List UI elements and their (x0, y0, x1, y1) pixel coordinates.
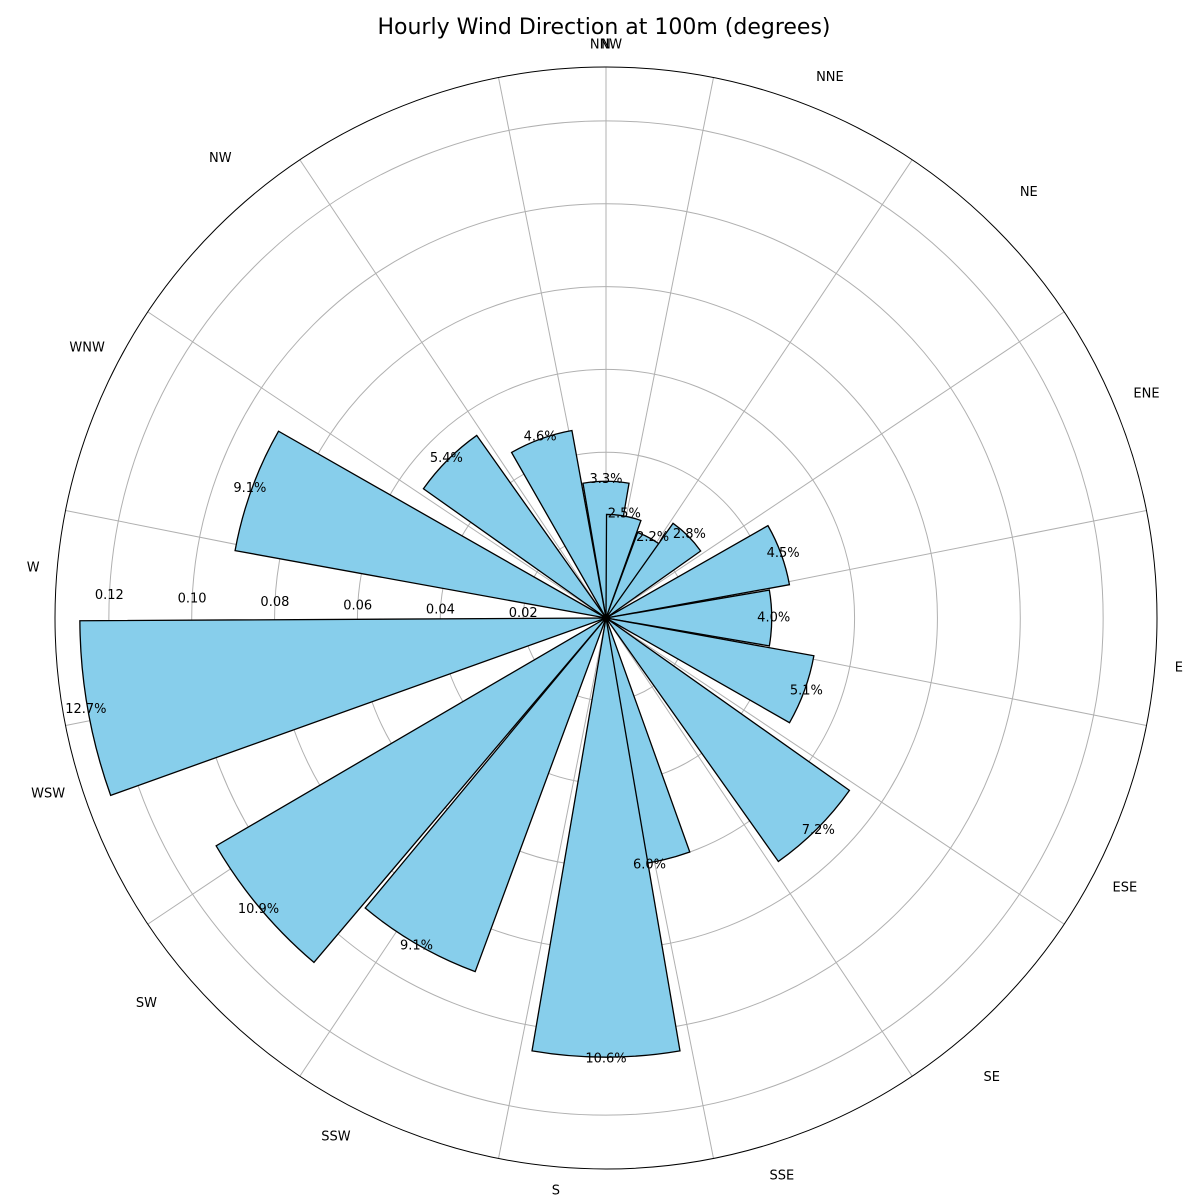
direction-label-ne: NE (1020, 185, 1038, 200)
direction-label-ese: ESE (1113, 881, 1138, 896)
bar-value-label-8: 6.0% (633, 857, 666, 872)
bar-14 (422, 434, 607, 619)
bar-9 (531, 617, 681, 1058)
radial-tick-label-3: 0.08 (260, 595, 289, 610)
bar-value-label-13: 9.1% (233, 481, 266, 496)
direction-label-w: W (27, 560, 40, 575)
radial-tick-label-4: 0.10 (178, 591, 207, 606)
bar-6 (605, 617, 815, 724)
bar-value-label-4: 4.5% (767, 546, 800, 561)
direction-label-nw: NW (209, 151, 232, 166)
grid-spoke-14 (147, 311, 607, 619)
bar-value-label-6: 5.1% (790, 683, 823, 698)
bar-value-label-14: 5.4% (430, 451, 463, 466)
grid-spoke-15 (299, 159, 607, 619)
direction-label-sse: SSE (770, 1168, 795, 1183)
grid-spoke-9 (498, 617, 607, 1159)
chart-title: Hourly Wind Direction at 100m (degrees) (377, 15, 830, 40)
direction-label-e: E (1175, 661, 1183, 676)
bar-7 (605, 617, 851, 863)
bars (79, 429, 851, 1058)
direction-label-s: S (552, 1183, 560, 1198)
bar-value-label-10: 9.1% (400, 939, 433, 954)
bar-value-label-5: 4.0% (757, 611, 790, 626)
bar-value-label-7: 7.2% (802, 823, 835, 838)
bar-value-label-12: 12.7% (65, 702, 106, 717)
polar-frame (54, 66, 1158, 1170)
bar-5 (605, 589, 773, 647)
bar-10 (364, 617, 607, 973)
grid-spoke-2 (605, 159, 913, 619)
grid-spoke-6 (605, 617, 1065, 925)
direction-label-wsw: WSW (31, 786, 65, 801)
bar-12 (79, 617, 607, 797)
bar-value-label-9: 10.6% (585, 1052, 626, 1067)
direction-label-wnw: WNW (69, 340, 105, 355)
direction-label-se: SE (983, 1070, 999, 1085)
bar-value-label-1: 2.5% (608, 507, 641, 522)
bar-13 (234, 430, 607, 619)
direction-label-sw: SW (136, 996, 157, 1011)
bar-value-label-11: 10.9% (238, 902, 279, 917)
bar-value-label-15: 4.6% (524, 430, 557, 445)
direction-label-n: N (601, 38, 611, 53)
bar-11 (215, 617, 607, 964)
direction-label-ssw: SSW (321, 1129, 351, 1144)
radial-tick-label-5: 0.12 (95, 588, 124, 603)
direction-label-nne: NNE (816, 70, 844, 85)
bar-15 (510, 429, 607, 619)
bar-value-label-2: 2.2% (636, 530, 669, 545)
direction-label-ene: ENE (1133, 387, 1159, 402)
tick-labels: 3.3% 2.5% 2.2% 2.8% 4.5% 4.0% 5.1% 7.2% 6.0% 10.6… (27, 38, 1183, 1199)
bar-value-label-3: 2.8% (673, 527, 706, 542)
bar-4 (605, 524, 791, 619)
grid-spoke-7 (605, 617, 913, 1077)
bar-3 (605, 522, 702, 619)
radial-tick-label-1: 0.04 (426, 602, 455, 617)
radial-tick-label-2: 0.06 (343, 599, 372, 614)
bar-value-label-0: 3.3% (589, 472, 622, 487)
direction-label-nnw: NNW (590, 38, 622, 53)
grid-spoke-3 (605, 311, 1065, 619)
bar-1 (605, 513, 642, 619)
radial-tick-label-0: 0.02 (509, 606, 538, 621)
